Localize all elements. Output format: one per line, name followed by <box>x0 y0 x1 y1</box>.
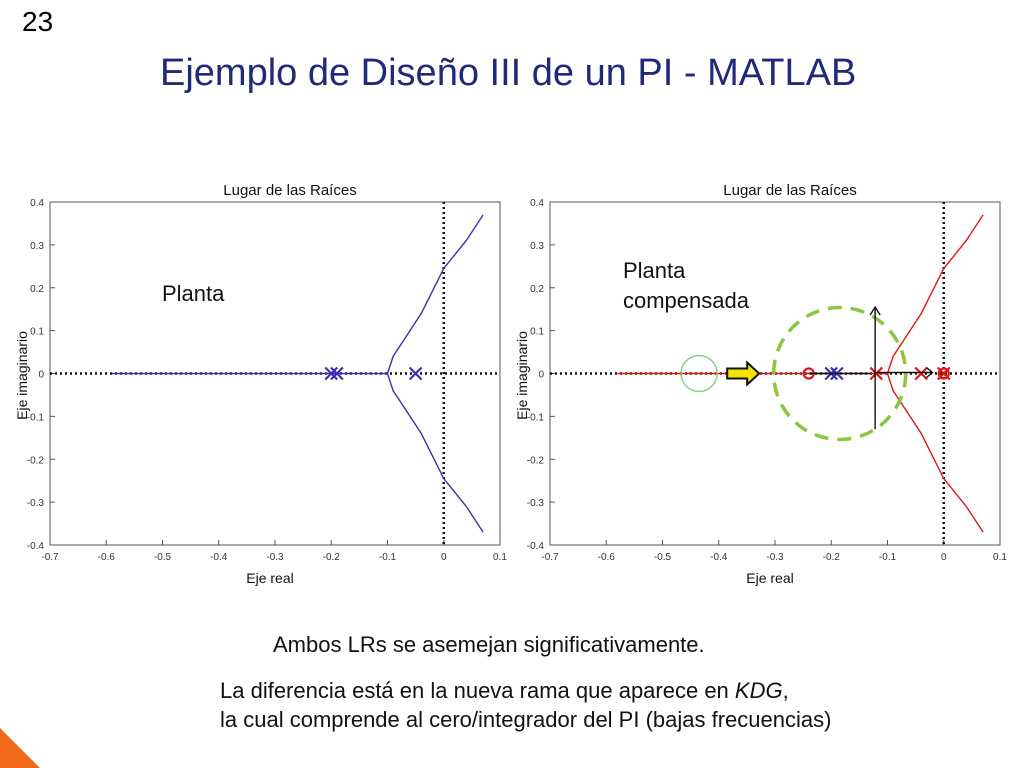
root-locus-plant-chart: -0.7 -0.6 -0.5 -0.4 -0.3 -0.2 -0.1 0 0.1 0.4 0.3 0.… <box>14 182 507 586</box>
pole-marker <box>869 366 884 381</box>
difference-text-line-2: la cual comprende al cero/integrador del… <box>220 707 832 732</box>
chart-title: Lugar de las Raíces <box>723 182 856 199</box>
y-tick-label: -0.1 <box>527 412 545 423</box>
highlight-small-circle <box>680 354 718 393</box>
y-tick-label: -0.3 <box>527 498 545 509</box>
corner-accent-shape <box>0 728 40 768</box>
chart-title: Lugar de las Raíces <box>223 182 356 199</box>
corner-accent-icon <box>0 728 40 768</box>
x-tick-label: 0.1 <box>493 552 507 563</box>
highlight-dashed-circle <box>771 305 908 442</box>
y-tick-label: -0.2 <box>27 455 45 466</box>
x-tick-label: -0.2 <box>823 552 841 563</box>
pole-marker <box>914 366 929 381</box>
difference-text-suffix: , <box>782 678 789 703</box>
arrow-right-icon <box>926 366 934 379</box>
arrow-up-icon <box>869 305 881 316</box>
locus-branch-2 <box>386 373 484 533</box>
x-tick-label: 0.1 <box>993 552 1007 563</box>
pole-x-shape <box>869 366 884 381</box>
plot-annotation: compensada <box>623 288 750 313</box>
locus-branch-1 <box>386 214 484 374</box>
x-tick-label: -0.6 <box>98 552 116 563</box>
y-tick-label: 0.1 <box>530 327 544 338</box>
pole-x-shape <box>330 366 344 381</box>
x-tick-label: -0.5 <box>654 552 672 563</box>
locus-branch-2 <box>886 373 984 533</box>
kdg-term: KDG <box>734 678 783 703</box>
x-tick-label: -0.5 <box>154 552 172 563</box>
y-tick-label: 0.2 <box>530 284 544 295</box>
pole-marker <box>408 366 423 381</box>
y-tick-label: -0.3 <box>27 498 45 509</box>
y-tick-label: 0.3 <box>30 241 44 252</box>
x-tick-label: -0.4 <box>210 552 228 563</box>
summary-text: Ambos LRs se asemejan significativamente… <box>273 632 705 657</box>
plot-annotation: Planta <box>162 281 225 306</box>
plot-annotation: Planta <box>623 258 686 283</box>
pole-marker <box>324 366 339 381</box>
x-tick-label: 0 <box>441 552 447 563</box>
y-tick-label: -0.2 <box>527 455 545 466</box>
x-tick-label: 0 <box>941 552 947 563</box>
y-tick-label: 0.3 <box>530 241 544 252</box>
x-tick-label: -0.3 <box>266 552 284 563</box>
y-tick-label: 0.4 <box>530 198 544 209</box>
x-tick-label: -0.2 <box>323 552 341 563</box>
zero-marker <box>937 367 950 380</box>
x-tick-label: -0.7 <box>541 552 559 563</box>
root-locus-compensated-chart: -0.7 -0.6 -0.5 -0.4 -0.3 -0.2 -0.1 0 0.1 0.4 0.3 0.… <box>514 182 1007 586</box>
x-tick-label: -0.1 <box>879 552 897 563</box>
pole-x-shape <box>914 366 929 381</box>
y-tick-label: -0.4 <box>27 541 45 552</box>
block-arrow-icon <box>726 360 761 387</box>
pole-x-shape <box>408 366 423 381</box>
y-tick-label: -0.1 <box>27 412 45 423</box>
difference-text-prefix: La diferencia está en la nueva rama que … <box>220 678 735 703</box>
x-tick-label: -0.7 <box>41 552 59 563</box>
y-tick-label: 0.2 <box>30 284 44 295</box>
y-tick-label: 0 <box>38 370 44 381</box>
pole-x-shape <box>324 366 339 381</box>
y-tick-label: 0 <box>538 370 544 381</box>
locus-branch-1 <box>886 214 984 374</box>
difference-text-line-1: La diferencia está en la nueva rama que … <box>220 678 789 704</box>
x-axis-label: Eje real <box>246 570 293 586</box>
x-tick-label: -0.6 <box>598 552 616 563</box>
x-axis-label: Eje real <box>746 570 793 586</box>
x-tick-label: -0.1 <box>379 552 397 563</box>
pole-marker <box>330 366 344 381</box>
y-tick-label: 0.1 <box>30 327 44 338</box>
slide-number: 23 <box>22 6 54 37</box>
x-tick-label: -0.3 <box>766 552 784 563</box>
y-tick-label: -0.4 <box>527 541 545 552</box>
slide-title: Ejemplo de Diseño III de un PI - MATLAB <box>160 52 857 94</box>
y-tick-label: 0.4 <box>30 198 44 209</box>
y-axis-label: Eje imaginario <box>514 331 530 420</box>
y-axis-label: Eje imaginario <box>14 331 30 420</box>
x-tick-label: -0.4 <box>710 552 728 563</box>
